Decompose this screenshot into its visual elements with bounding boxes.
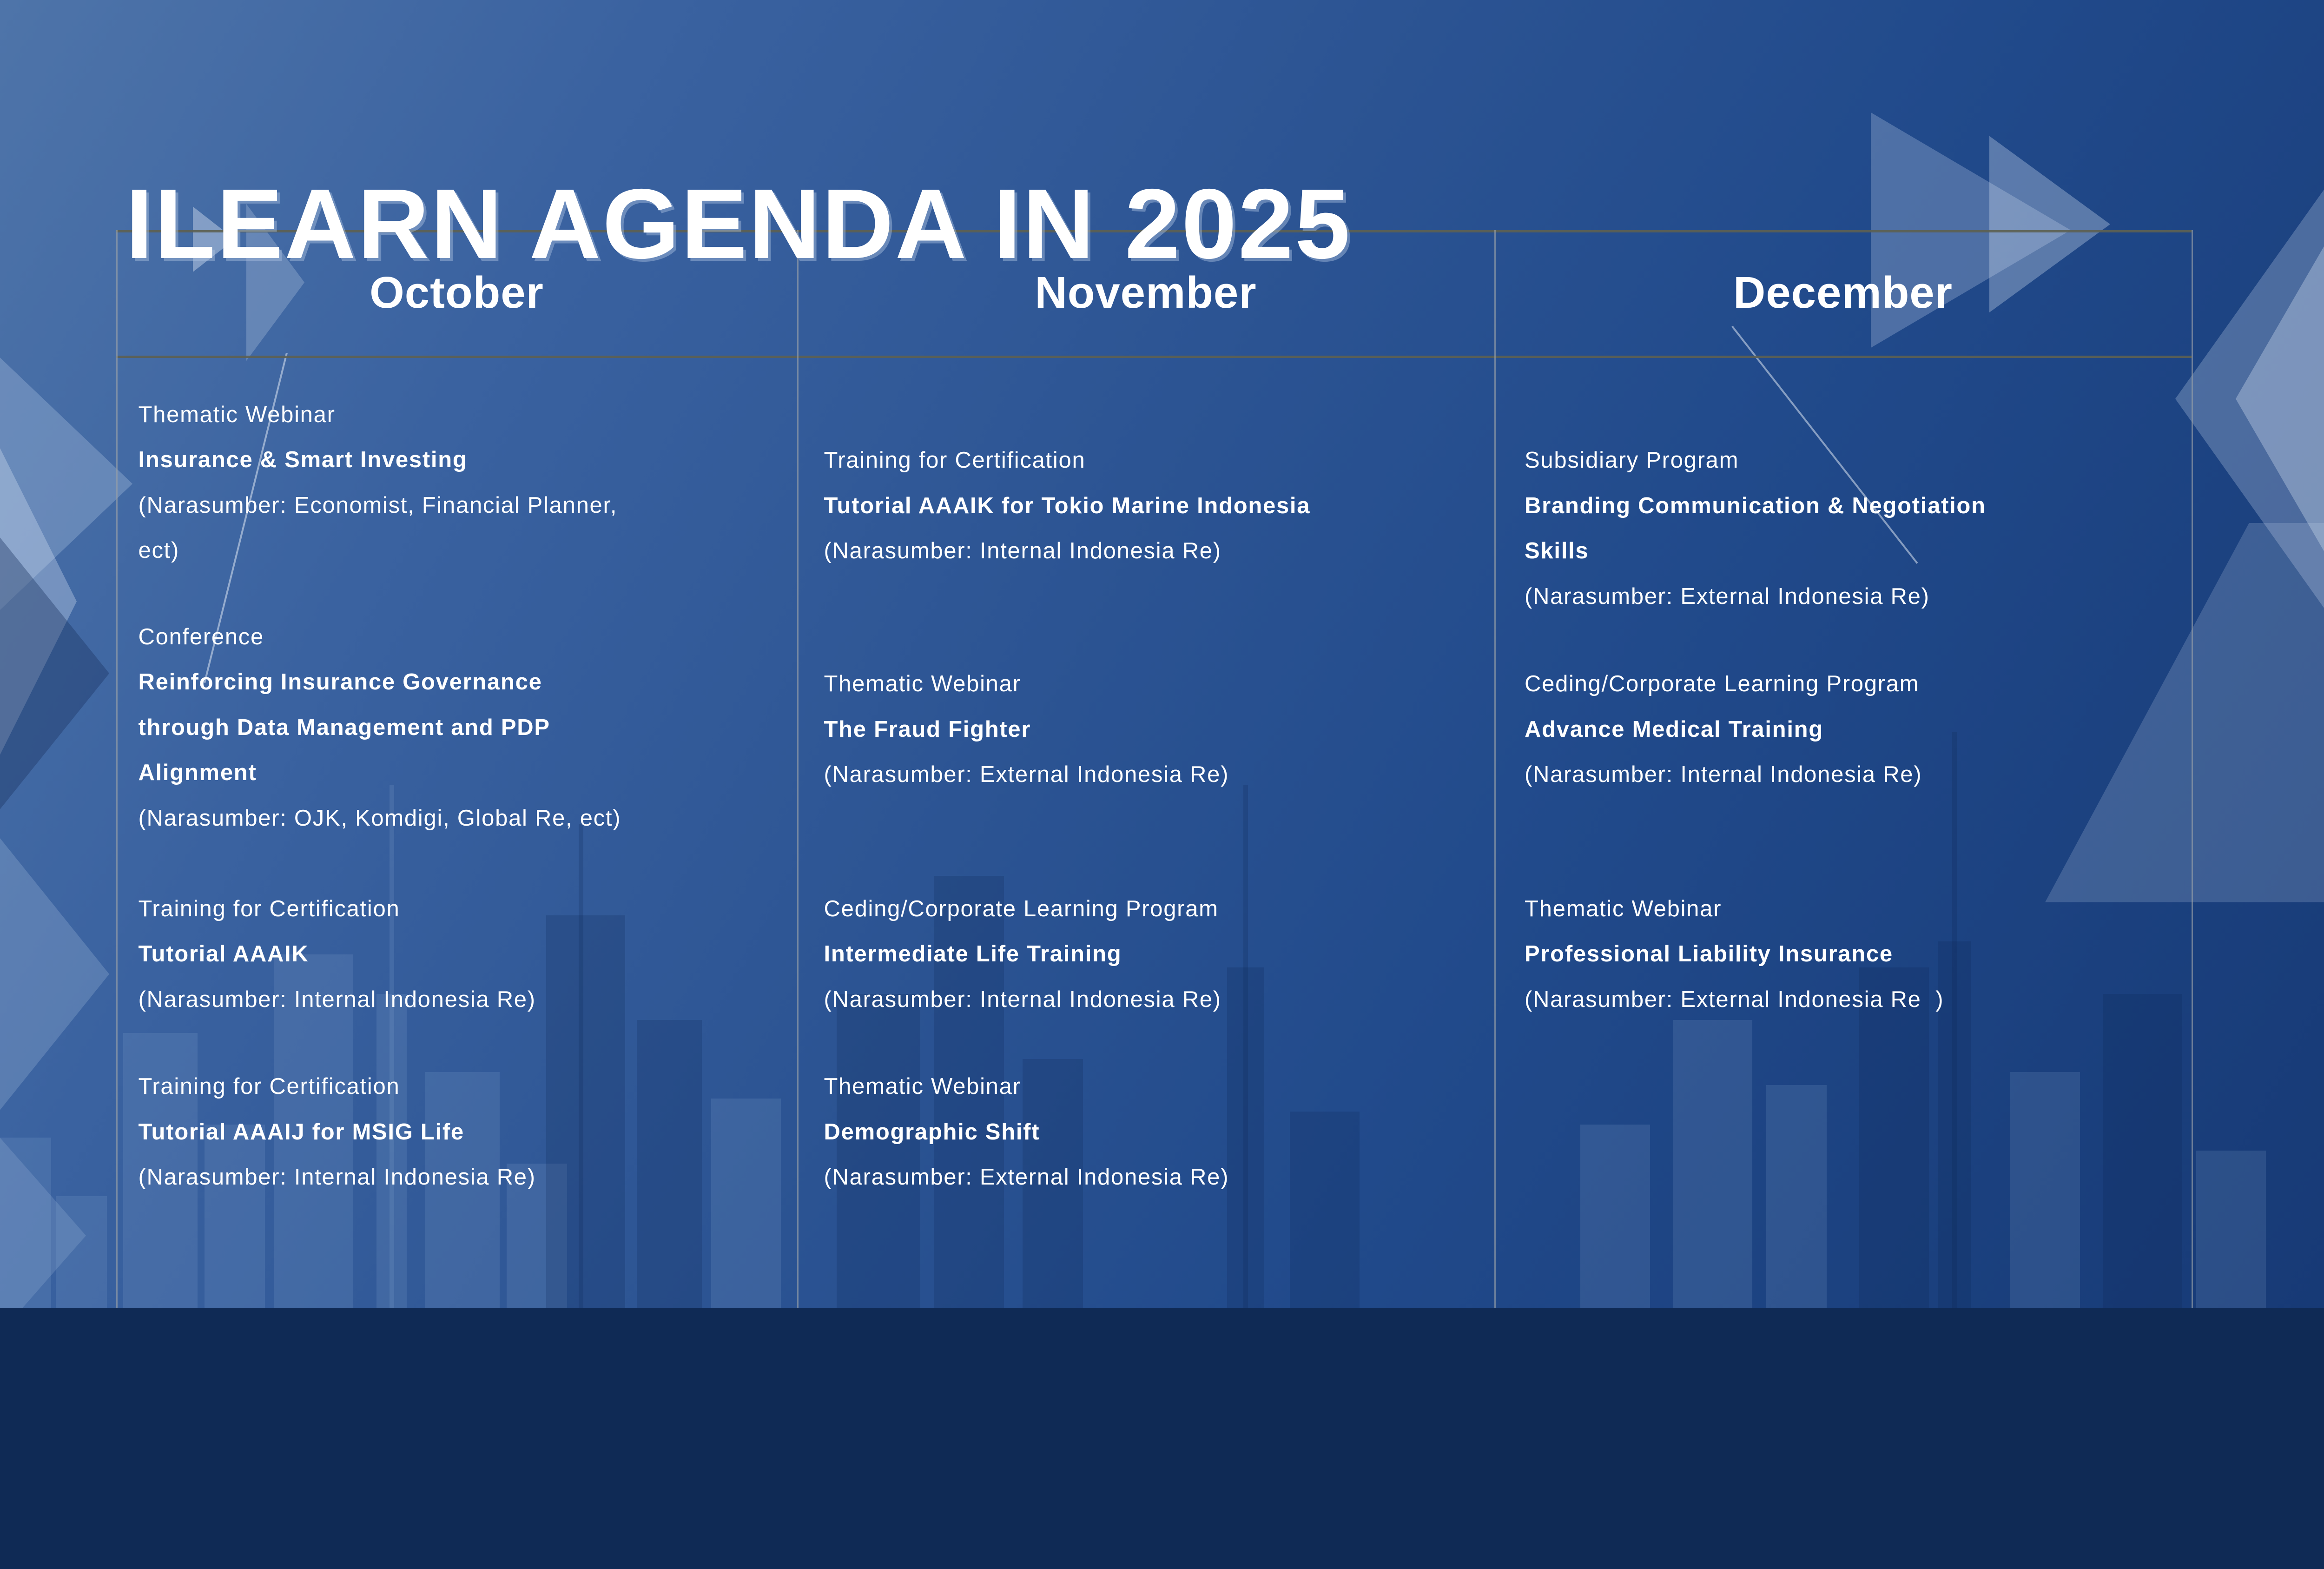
event-category: Ceding/Corporate Learning Program: [824, 896, 1219, 921]
event-category: Thematic Webinar: [824, 671, 1021, 697]
skyline-building: [711, 1098, 781, 1308]
event-card: Ceding/Corporate Learning Program Advanc…: [1525, 662, 2152, 798]
event-card: Ceding/Corporate Learning Program Interm…: [824, 887, 1452, 1023]
event-title: Advance Medical Training: [1525, 716, 1823, 742]
event-category: Training for Certification: [824, 448, 1086, 473]
skyline-building: [56, 1196, 107, 1308]
event-card: Thematic Webinar Demographic Shift (Nara…: [824, 1064, 1452, 1200]
event-title: Reinforcing Insurance Governance through…: [138, 669, 550, 786]
event-speaker-note: (Narasumber: OJK, Komdigi, Global Re, ec…: [138, 805, 621, 831]
event-title: Tutorial AAAIJ for MSIG Life: [138, 1119, 464, 1145]
event-category: Thematic Webinar: [1525, 896, 1722, 921]
event-speaker-note: (Narasumber: External Indonesia Re): [824, 762, 1229, 788]
column-header-october: October: [370, 268, 544, 318]
event-title: The Fraud Fighter: [824, 716, 1031, 742]
table-border-right: [2192, 230, 2193, 1308]
skyline-building: [934, 876, 1004, 1308]
event-card: Training for Certification Tutorial AAAI…: [824, 438, 1452, 574]
event-category: Training for Certification: [138, 896, 400, 921]
event-category: Training for Certification: [138, 1074, 400, 1099]
table-border-left: [116, 230, 118, 1308]
event-speaker-note: (Narasumber: External Indonesia Re ): [1525, 986, 1944, 1012]
skyline-building: [1023, 1059, 1083, 1308]
agenda-slide: ILEARN AGENDA IN 2025 October November D…: [0, 0, 2324, 1308]
event-title: Branding Communication & Negotiation Ski…: [1525, 493, 1986, 564]
event-speaker-note: (Narasumber: Internal Indonesia Re): [1525, 762, 1922, 788]
event-card: Conference Reinforcing Insurance Governa…: [139, 615, 766, 841]
event-category: Conference: [138, 624, 264, 649]
event-title: Demographic Shift: [824, 1119, 1040, 1145]
skyline-building: [637, 1020, 702, 1308]
event-category: Subsidiary Program: [1525, 448, 1739, 473]
antenna-spire: [1952, 732, 1957, 1308]
skyline-building: [2196, 1151, 2266, 1308]
city-skyline: [0, 732, 2266, 1308]
event-category: Thematic Webinar: [824, 1074, 1021, 1099]
skyline-tower: [1938, 941, 1971, 1308]
skyline-building: [205, 1124, 265, 1308]
skyline-building: [425, 1072, 500, 1308]
antenna-spire: [579, 823, 583, 1308]
event-card: Thematic Webinar The Fraud Fighter (Nara…: [824, 662, 1452, 798]
skyline-building: [2103, 993, 2182, 1308]
skyline-building: [1766, 1085, 1827, 1308]
event-card: Training for Certification Tutorial AAAI…: [139, 1064, 766, 1200]
table-column-divider: [1494, 230, 1496, 1308]
skyline-building: [1580, 1124, 1650, 1308]
skyline-building: [2010, 1072, 2080, 1308]
table-border-top: [116, 230, 2192, 232]
skyline-building: [123, 1033, 198, 1308]
skyline-building: [507, 1164, 567, 1308]
event-category: Thematic Webinar: [138, 402, 336, 427]
event-card: Subsidiary Program Branding Communicatio…: [1525, 438, 2152, 619]
page-title: ILEARN AGENDA IN 2025: [125, 169, 1352, 280]
column-header-december: December: [1733, 268, 1953, 318]
event-title: Intermediate Life Training: [824, 941, 1122, 967]
event-card: Thematic Webinar Insurance & Smart Inves…: [139, 392, 766, 574]
event-title: Insurance & Smart Investing: [138, 447, 468, 473]
event-category: Ceding/Corporate Learning Program: [1525, 671, 1920, 697]
antenna-spire: [389, 784, 394, 1308]
event-speaker-note: (Narasumber: Economist, Financial Planne…: [138, 492, 618, 563]
skyline-building: [1290, 1111, 1360, 1308]
skyline-tower: [376, 993, 407, 1308]
table-column-divider: [797, 230, 799, 1308]
antenna-spire: [1243, 784, 1248, 1308]
event-card: Thematic Webinar Professional Liability …: [1525, 887, 2152, 1023]
event-speaker-note: (Narasumber: External Indonesia Re): [824, 1165, 1229, 1190]
event-speaker-note: (Narasumber: Internal Indonesia Re): [824, 538, 1221, 564]
event-title: Tutorial AAAIK for Tokio Marine Indonesi…: [824, 493, 1311, 518]
column-header-november: November: [1035, 268, 1257, 318]
skyline-building: [546, 915, 625, 1308]
skyline-tower: [1227, 967, 1264, 1308]
skyline-building: [274, 954, 353, 1308]
table-header-separator: [116, 356, 2192, 358]
event-speaker-note: (Narasumber: Internal Indonesia Re): [824, 986, 1221, 1012]
event-speaker-note: (Narasumber: Internal Indonesia Re): [138, 986, 536, 1012]
skyline-building: [0, 1137, 51, 1308]
skyline-building: [837, 993, 920, 1308]
skyline-building: [1859, 967, 1929, 1308]
event-title: Professional Liability Insurance: [1525, 941, 1893, 967]
skyline-building: [1673, 1020, 1752, 1308]
event-card: Training for Certification Tutorial AAAI…: [139, 887, 766, 1023]
event-speaker-note: (Narasumber: External Indonesia Re): [1525, 583, 1930, 609]
event-speaker-note: (Narasumber: Internal Indonesia Re): [138, 1165, 536, 1190]
event-title: Tutorial AAAIK: [138, 941, 309, 967]
